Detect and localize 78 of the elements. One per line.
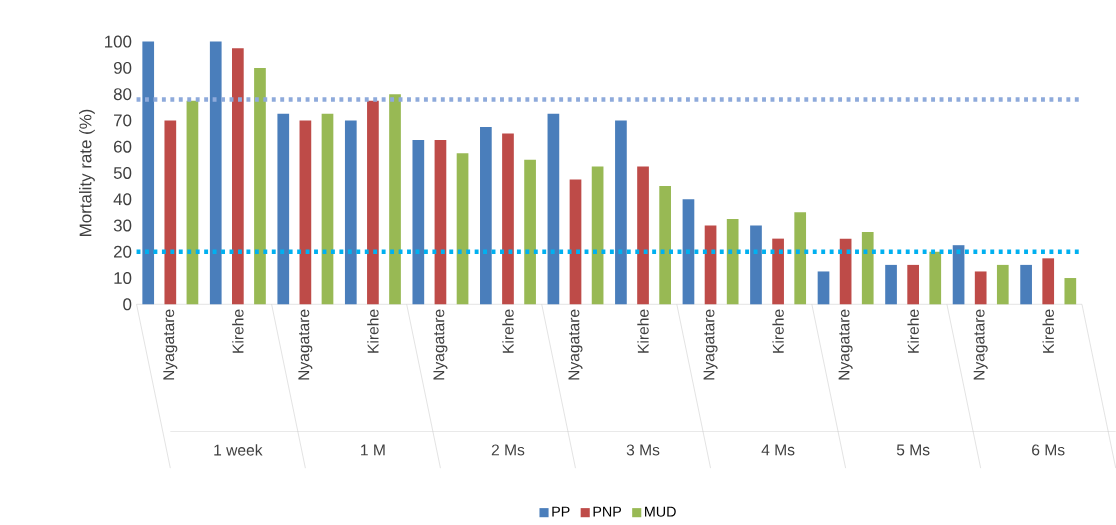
x-tick-label: Kirehe — [637, 309, 649, 353]
bar — [996, 265, 1009, 305]
bar — [907, 265, 919, 305]
x-tick-label: Kirehe — [1042, 309, 1054, 353]
text: 5 Ms — [896, 444, 930, 456]
bar — [637, 166, 649, 305]
bar — [254, 68, 266, 305]
y-tick-label: 70 — [114, 114, 132, 127]
bar — [434, 140, 447, 305]
y-tick-label: 90 — [113, 62, 132, 74]
bar — [974, 271, 987, 305]
bar — [456, 153, 469, 305]
bar — [726, 219, 739, 305]
bar — [1020, 265, 1032, 305]
bar — [524, 159, 536, 305]
bar — [772, 238, 784, 305]
y-tick-label: 50 — [113, 167, 132, 180]
bar — [389, 94, 401, 305]
y-tick-label: 100 — [105, 35, 132, 48]
y-tick-label: 80 — [113, 88, 132, 101]
bar — [367, 100, 379, 305]
bar — [142, 41, 155, 305]
bar — [885, 265, 897, 305]
text: 1 week — [214, 444, 263, 456]
bar — [344, 120, 357, 305]
text: 3 Ms — [626, 444, 660, 456]
y-tick-label: 40 — [113, 193, 132, 206]
bar — [817, 271, 830, 305]
x-tick-label: Nyagatare — [298, 309, 313, 380]
bar — [750, 225, 762, 305]
x-tick-label: Kirehe — [907, 309, 919, 353]
x-tick-label: Nyagatare — [163, 309, 178, 380]
legend-label: MUD — [645, 506, 676, 517]
bar — [321, 113, 334, 305]
bar — [502, 133, 514, 305]
x-tick-label: Nyagatare — [973, 309, 988, 380]
bar — [299, 120, 312, 305]
y-tick-label: 60 — [114, 140, 132, 153]
legend-label: PP — [552, 506, 570, 517]
y-tick-label: 0 — [123, 298, 132, 311]
bar — [164, 120, 177, 305]
text: 4 Ms — [761, 444, 795, 456]
bar — [232, 48, 244, 305]
x-tick-label: Kirehe — [772, 309, 784, 353]
x-tick-label: Kirehe — [502, 309, 514, 353]
y-tick-label: 10 — [114, 272, 132, 285]
y-tick-label: 30 — [113, 219, 132, 232]
bar — [591, 166, 604, 305]
x-tick-label: Nyagatare — [838, 309, 853, 380]
bar — [659, 186, 671, 305]
bar — [929, 251, 942, 305]
x-tick-label: Kirehe — [367, 309, 379, 353]
bar — [861, 232, 874, 305]
bar — [839, 238, 852, 305]
legend-label: PNP — [593, 506, 622, 517]
x-tick-label: Nyagatare — [433, 309, 448, 380]
bar — [615, 120, 627, 305]
bar — [547, 113, 560, 305]
bar — [794, 212, 807, 305]
bar — [277, 113, 290, 305]
x-tick-label: Nyagatare — [568, 309, 583, 380]
bar — [209, 41, 222, 305]
bar — [704, 225, 717, 305]
text: 1 M — [361, 444, 385, 456]
bar — [952, 245, 965, 305]
x-tick-label: Nyagatare — [703, 309, 718, 380]
bar — [480, 127, 492, 305]
bar — [186, 100, 199, 305]
bar — [1064, 278, 1077, 305]
text: 6 Ms — [1032, 444, 1065, 456]
bar — [412, 140, 425, 305]
bar — [569, 179, 582, 305]
y-axis-title: Mortality rate (%) — [79, 109, 95, 237]
bar — [682, 199, 695, 305]
y-tick-label: 20 — [114, 245, 132, 258]
bar — [1042, 258, 1055, 305]
text: 2 Ms — [491, 444, 525, 456]
x-tick-label: Kirehe — [232, 309, 244, 353]
